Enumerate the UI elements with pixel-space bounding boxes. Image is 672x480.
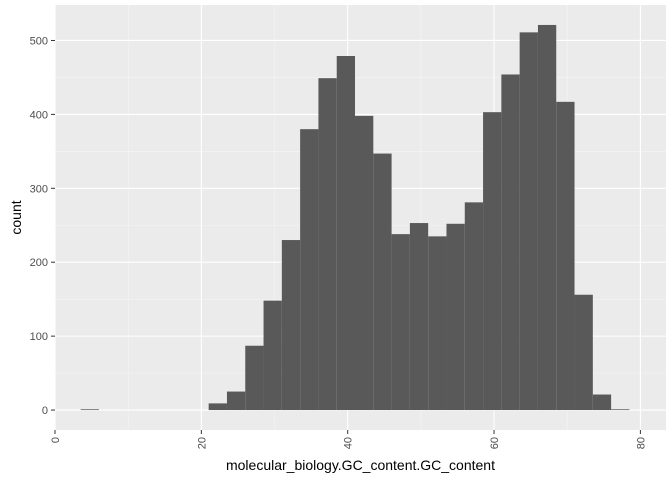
histogram-bar — [391, 234, 410, 411]
histogram-bar — [574, 294, 593, 411]
x-tick-label: 80 — [635, 437, 647, 449]
histogram-bar — [519, 32, 538, 411]
histogram-bar — [318, 78, 337, 411]
histogram-bar — [483, 112, 502, 411]
y-tick-label: 300 — [30, 183, 48, 195]
x-tick-label: 0 — [50, 437, 62, 443]
y-tick-label: 200 — [30, 257, 48, 269]
histogram-bar — [501, 74, 520, 411]
histogram-bar — [226, 391, 246, 411]
histogram-bar — [556, 101, 575, 411]
x-tick-label: 40 — [343, 437, 355, 449]
x-tick-label: 60 — [489, 437, 501, 449]
histogram-bar — [355, 115, 374, 411]
histogram-bar — [80, 409, 99, 411]
x-axis-title: molecular_biology.GC_content.GC_content — [226, 457, 495, 473]
histogram-bar — [281, 240, 301, 411]
y-tick-label: 0 — [42, 405, 48, 417]
y-tick-label: 100 — [30, 331, 48, 343]
histogram-bar — [263, 300, 282, 411]
histogram-bar — [446, 223, 465, 411]
y-axis: 0 100 200 300 400 500 — [30, 35, 55, 417]
histogram-bar — [592, 394, 612, 411]
histogram-bar — [300, 129, 319, 411]
histogram-bar — [245, 345, 264, 411]
histogram-bar — [336, 56, 356, 411]
histogram-bar — [428, 236, 447, 411]
histogram-bar — [373, 153, 392, 411]
histogram-bar — [464, 202, 484, 411]
histogram-bar — [208, 403, 227, 411]
histogram-bar — [611, 409, 630, 411]
histogram-bar — [537, 24, 557, 411]
y-axis-title: count — [8, 200, 24, 234]
histogram-bar — [409, 223, 429, 411]
histogram-bars — [80, 24, 630, 411]
x-axis: 0 20 40 60 80 — [50, 430, 647, 449]
x-tick-label: 20 — [196, 437, 208, 449]
y-tick-label: 500 — [30, 35, 48, 47]
y-tick-label: 400 — [30, 109, 48, 121]
